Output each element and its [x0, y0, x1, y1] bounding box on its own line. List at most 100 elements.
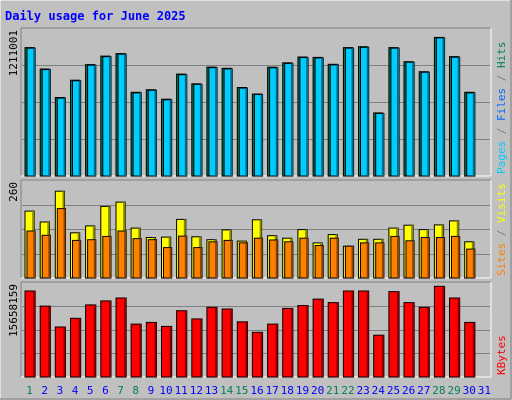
bar-shadow	[397, 291, 399, 377]
bar-pages-day-10	[163, 99, 173, 177]
x-tick-label: 20	[311, 384, 324, 397]
panel-visits-max-label: 260	[7, 182, 20, 202]
bar-pages-day-2	[41, 69, 51, 177]
bar-shadow	[154, 239, 157, 278]
x-tick-label: 9	[148, 384, 155, 397]
bar-sites-day-27	[420, 237, 430, 279]
panel-visits-legend: Sites / Visits	[495, 183, 508, 276]
bar-kbytes-day-18	[282, 307, 294, 378]
x-tick-label: 17	[266, 384, 279, 397]
bar-shadow	[215, 241, 218, 278]
legend-entry: Files	[495, 88, 508, 121]
bar-shadow	[275, 67, 278, 176]
bar-sites-day-15	[238, 242, 249, 279]
panel-kbytes: 15658159 KBytes	[7, 281, 508, 378]
bar-shadow	[109, 56, 111, 177]
x-tick-label: 28	[432, 384, 445, 397]
bar-kbytes-day-28	[433, 285, 446, 378]
bar-shadow	[290, 308, 293, 377]
bar-shadow	[215, 67, 218, 176]
bar-shadow	[412, 240, 415, 278]
bar-shadow	[33, 291, 36, 377]
bar-shadow	[245, 321, 248, 377]
bar-shadow	[457, 236, 460, 278]
x-tick-label: 24	[372, 384, 386, 397]
x-tick-label: 30	[463, 384, 476, 397]
bar-sites-day-2	[41, 234, 51, 279]
bar-pages-day-24	[375, 113, 385, 177]
x-tick-label: 4	[72, 384, 79, 397]
bar-shadow	[33, 231, 36, 278]
bar-shadow	[472, 249, 475, 278]
bar-kbytes-day-30	[464, 321, 476, 378]
bar-shadow	[275, 324, 278, 377]
x-tick-label: 27	[417, 384, 430, 397]
bar-shadow	[321, 299, 324, 377]
bar-shadow	[215, 307, 218, 377]
chart-title: Daily usage for June 2025	[5, 9, 186, 23]
bar-shadow	[381, 335, 384, 377]
bar-shadow	[412, 302, 415, 377]
bar-shadow	[397, 236, 399, 278]
bar-shadow	[442, 37, 445, 177]
bar-shadow	[381, 113, 384, 176]
bar-pages-day-20	[314, 57, 324, 177]
bar-shadow	[336, 64, 339, 176]
x-tick-label: 14	[220, 384, 234, 397]
bar-shadow	[275, 240, 278, 278]
x-tick-label: 22	[341, 384, 354, 397]
bar-sites-day-24	[375, 242, 385, 279]
bar-sites-day-7	[117, 230, 127, 279]
x-axis-day-labels: 1 2 3 4 5 6 7 8 9 10 11 12 13 14 15 16 17 18 19 20 21 22 23 24 2…	[26, 384, 491, 397]
x-tick-label: 29	[447, 384, 460, 397]
chart-panels: 1211001 Pages / Files / Hits 260 Sites / Vi…	[7, 27, 508, 378]
x-tick-label: 5	[87, 384, 94, 397]
bar-shadow	[78, 80, 81, 176]
bar-shadow	[199, 84, 202, 176]
bar-shadow	[139, 238, 142, 278]
panel-visits-bars	[24, 190, 476, 279]
bar-kbytes-day-25	[388, 291, 400, 378]
bar-shadow	[290, 63, 293, 176]
bar-shadow	[472, 322, 475, 377]
bar-shadow	[351, 291, 354, 377]
bar-shadow	[109, 300, 111, 377]
bar-shadow	[109, 236, 111, 278]
bar-kbytes-day-21	[327, 302, 339, 378]
x-tick-label: 1	[26, 384, 33, 397]
panel-hits-legend: Pages / Files / Hits	[495, 42, 508, 175]
bar-shadow	[351, 246, 354, 278]
bar-shadow	[33, 48, 36, 177]
bar-shadow	[260, 238, 263, 278]
bar-shadow	[336, 302, 339, 377]
bar-kbytes-day-15	[236, 321, 249, 378]
bar-pages-day-28	[435, 37, 446, 177]
panel-visits: 260 Sites / Visits	[7, 179, 508, 279]
bar-shadow	[48, 235, 51, 278]
bar-shadow	[321, 58, 324, 176]
bar-kbytes-day-20	[312, 298, 324, 378]
bar-pages-day-30	[466, 92, 476, 177]
bar-shadow	[366, 291, 369, 377]
x-tick-label: 12	[190, 384, 203, 397]
bar-shadow	[63, 208, 66, 278]
panel-kbytes-bars	[24, 285, 476, 378]
bar-shadow	[78, 240, 81, 278]
bar-shadow	[290, 241, 293, 278]
x-tick-label: 3	[57, 384, 64, 397]
x-tick-label: 25	[387, 384, 400, 397]
legend-entry: Pages	[495, 141, 508, 174]
panel-hits-bars	[24, 36, 476, 177]
x-tick-label: 7	[117, 384, 124, 397]
bar-shadow	[230, 240, 233, 278]
legend-entry: /	[495, 121, 508, 141]
bar-sites-day-12	[193, 247, 203, 279]
bar-shadow	[169, 247, 172, 278]
bar-kbytes-day-22	[342, 290, 355, 378]
bar-sites-day-30	[466, 248, 476, 279]
x-tick-label: 18	[281, 384, 294, 397]
bar-shadow	[427, 237, 430, 278]
bar-sites-day-22	[344, 245, 355, 279]
bar-pages-day-4	[72, 80, 82, 177]
